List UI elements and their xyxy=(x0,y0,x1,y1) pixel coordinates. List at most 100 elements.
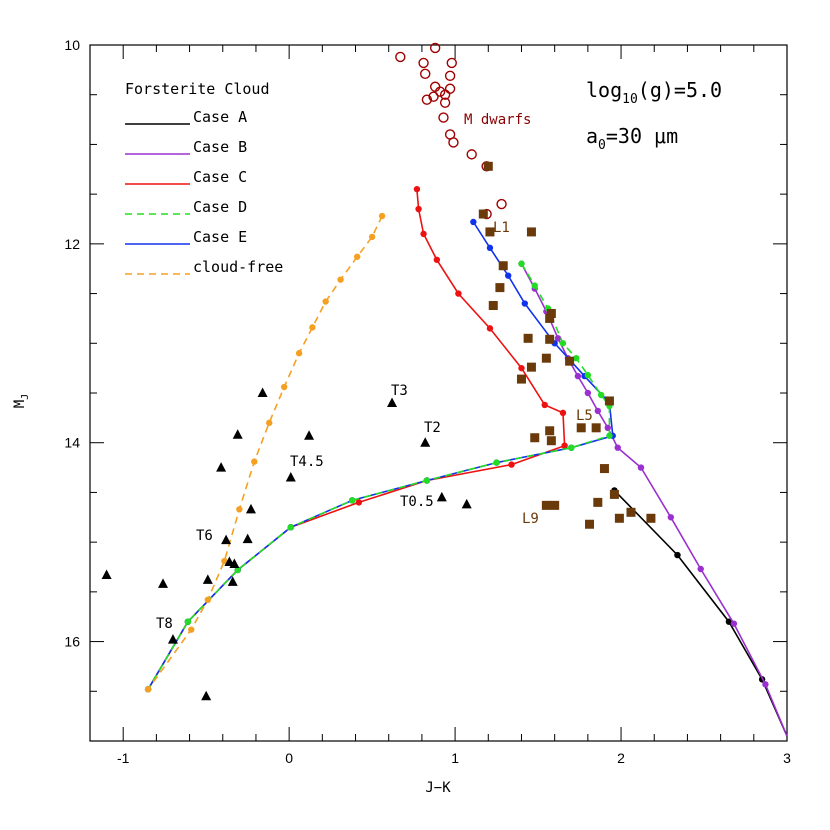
series-line-case-b xyxy=(520,263,788,737)
t-dwarf-point xyxy=(227,576,238,586)
marker-layer xyxy=(101,42,656,701)
x-tick-label: -1 xyxy=(117,750,130,766)
series-point-case-d xyxy=(597,391,605,399)
t-dwarf-point xyxy=(167,634,178,644)
series-point-case-a xyxy=(674,551,681,559)
series-point-cloud-free xyxy=(322,298,329,305)
t-dwarf-point xyxy=(221,534,232,545)
series-point-case-c xyxy=(420,230,427,238)
y-axis-label: MJ xyxy=(12,394,31,408)
l-dwarf-point xyxy=(523,333,533,343)
series-point-case-b xyxy=(730,620,738,627)
series-point-cloud-free xyxy=(221,557,228,565)
series-point-cloud-free xyxy=(204,596,212,604)
t-dwarf-point xyxy=(101,569,112,579)
l-dwarf-point xyxy=(585,519,595,529)
l-dwarf-point xyxy=(593,497,603,507)
series-point-cloud-free xyxy=(309,324,316,331)
x-tick-label: 2 xyxy=(617,750,625,766)
l-dwarf-point xyxy=(495,283,505,293)
m-dwarf-point xyxy=(444,83,456,94)
legend-label-case-e: Case E xyxy=(193,228,247,246)
l-dwarf-point xyxy=(550,500,560,510)
series-point-case-d xyxy=(287,524,295,531)
series-point-cloud-free xyxy=(280,383,288,391)
series-point-case-b xyxy=(584,389,592,397)
m-dwarf-point xyxy=(429,42,441,54)
l-dwarf-point xyxy=(646,513,656,523)
m-dwarf-point xyxy=(434,86,446,97)
l9-label: L9 xyxy=(522,511,539,527)
l5-label: L5 xyxy=(576,408,593,424)
y-tick-label: 14 xyxy=(64,435,80,451)
t4-5-label: T4.5 xyxy=(290,454,324,470)
m-dwarf-point xyxy=(428,91,439,102)
t-dwarf-point xyxy=(461,498,472,509)
legend-label-case-c: Case C xyxy=(193,168,247,186)
series-point-case-e xyxy=(521,300,528,307)
series-line-case-a xyxy=(613,489,788,737)
l-dwarf-point xyxy=(478,209,488,219)
series-point-case-e xyxy=(486,244,494,252)
t-dwarf-point xyxy=(202,574,213,584)
grain-size-annotation: a0=30 μm xyxy=(586,124,678,153)
t-dwarf-point xyxy=(245,503,256,514)
m-dwarf-point xyxy=(448,137,459,148)
series-point-cloud-free xyxy=(378,212,386,220)
t-dwarf-point xyxy=(387,397,398,407)
m-dwarf-point xyxy=(466,149,477,160)
series-point-case-d xyxy=(518,260,525,267)
series-point-case-d xyxy=(531,282,538,289)
l-dwarf-point xyxy=(530,433,540,443)
series-point-cloud-free xyxy=(266,419,273,427)
l-dwarf-point xyxy=(609,489,619,499)
t3-label: T3 xyxy=(391,383,408,399)
l-dwarf-point xyxy=(545,313,555,323)
t-dwarf-point xyxy=(216,462,227,472)
l-dwarf-point xyxy=(516,374,526,384)
l-dwarf-point xyxy=(526,227,536,237)
m-dwarf-point xyxy=(496,198,507,210)
m-dwarf-point xyxy=(444,70,456,82)
series-point-case-d xyxy=(606,432,613,439)
l-dwarf-point xyxy=(604,396,614,406)
series-point-case-d xyxy=(573,355,580,362)
series-point-case-c xyxy=(559,409,567,417)
l-dwarf-point xyxy=(565,356,575,366)
l-dwarf-point xyxy=(546,308,556,318)
l-dwarf-point xyxy=(541,353,551,363)
series-point-case-c xyxy=(561,442,568,449)
series-point-cloud-free xyxy=(295,350,303,357)
l-dwarf-point xyxy=(591,423,601,433)
legend-label-case-a: Case A xyxy=(193,108,247,126)
t-dwarf-point xyxy=(436,491,447,502)
t6-label: T6 xyxy=(196,528,213,544)
legend-label-case-d: Case D xyxy=(193,198,247,216)
t2-label: T2 xyxy=(424,420,441,436)
series-point-cloud-free xyxy=(188,626,195,633)
series-line-case-d xyxy=(147,263,611,690)
l-dwarf-point xyxy=(541,500,551,510)
series-point-case-b xyxy=(667,514,675,521)
m-dwarf-point xyxy=(446,57,457,69)
m-dwarfs-label: M dwarfs xyxy=(464,112,531,128)
gravity-annotation: log10(g)=5.0 xyxy=(586,78,722,107)
y-tick-label: 16 xyxy=(64,634,80,650)
series-point-case-d xyxy=(234,566,241,574)
series-point-cloud-free xyxy=(353,253,361,260)
legend-label-case-b: Case B xyxy=(193,138,247,156)
l-dwarf-point xyxy=(614,513,624,523)
t0-5-label: T0.5 xyxy=(400,494,434,510)
series-point-case-b xyxy=(574,372,582,380)
l-dwarf-point xyxy=(545,426,555,436)
series-point-case-a xyxy=(725,618,733,625)
series-point-case-e xyxy=(505,272,512,279)
y-tick-label: 10 xyxy=(64,37,80,53)
l-dwarf-point xyxy=(483,161,493,171)
m-dwarf-point xyxy=(439,89,451,100)
l1-label: L1 xyxy=(493,220,510,236)
m-dwarf-point xyxy=(421,94,433,105)
